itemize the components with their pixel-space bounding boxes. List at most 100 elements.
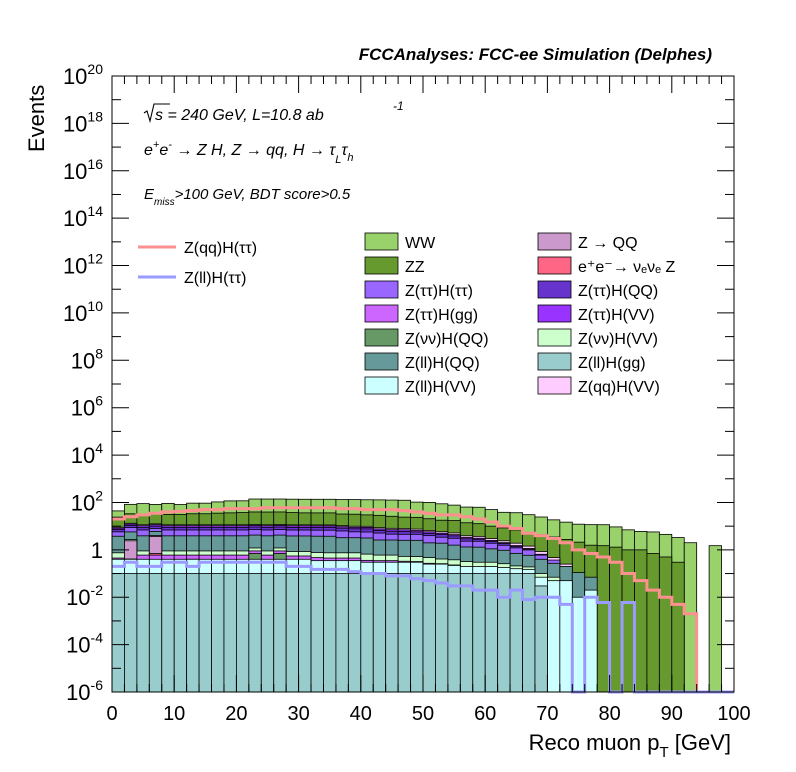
cut-annotation: Emiss>100 GeV, BDT score>0.5 — [144, 186, 351, 208]
legend-fill-label: Z(ττ)H(VV) — [578, 307, 655, 324]
y-tick-label: 10-4 — [66, 630, 103, 658]
bar-zz-43 — [646, 553, 660, 693]
process-sub2: h — [347, 152, 353, 164]
y-axis-label: Events — [24, 85, 49, 152]
legend-fill-swatch — [364, 376, 399, 395]
x-axis-label-main: Reco muon p — [529, 730, 660, 755]
bar-z-ll-h-gg--22 — [385, 573, 399, 693]
legend-fill-swatch — [537, 304, 572, 323]
x-tick-label: 100 — [717, 703, 750, 725]
y-tick-label: 1 — [91, 538, 103, 563]
bar-z-ll-h-gg--33 — [522, 573, 536, 693]
bar-z-ll-h-gg--8 — [211, 573, 225, 693]
bar-zz-41 — [621, 549, 635, 693]
process-annotation: e+e- → Z H, Z → qq, H → τLτh — [144, 139, 354, 166]
y-tick-label: 1010 — [63, 298, 103, 326]
legend-fill-swatch — [537, 280, 572, 299]
bar-z-ll-h-gg--19 — [347, 573, 362, 693]
legend-fill-label: Z(ττ)H(QQ) — [578, 283, 658, 300]
legend-fill-label: ZZ — [405, 259, 425, 276]
process-body: → Z H, Z → qq, H → τ — [172, 142, 336, 159]
line-z-qq-h- — [112, 506, 734, 694]
x-tick-label: 30 — [287, 703, 309, 725]
y-tick-label: 108 — [71, 345, 103, 373]
legend-line-label: Z(ll)H(ττ) — [184, 270, 246, 287]
sqrt-symbol — [143, 103, 170, 124]
bar-z-ll-h-gg--15 — [298, 573, 312, 693]
y-tick-label: 106 — [71, 393, 103, 421]
x-tick-label: 80 — [598, 703, 620, 725]
bar-z-ll-h-vv--36 — [559, 580, 573, 693]
legend-fill-swatch — [364, 232, 399, 251]
y-tick-label: 102 — [71, 487, 103, 515]
bar-z-ll-h-gg--13 — [273, 573, 287, 693]
x-axis-label-sub: T — [659, 744, 668, 761]
legend-fill-label: Z(ττ)H(gg) — [405, 307, 478, 324]
cut-sub: miss — [154, 197, 175, 208]
cut-body: >100 GeV, BDT score>0.5 — [175, 186, 351, 203]
legend-lines: Z(qq)H(ττ) Z(ll)H(ττ) — [138, 240, 257, 287]
y-tick-label: 1012 — [63, 251, 103, 279]
legend-fill-label: Z(νν)H(VV) — [578, 331, 658, 348]
bar-z-ll-h-gg--20 — [360, 573, 374, 693]
bar-z-ll-h-gg--27 — [447, 573, 461, 693]
legend-fill-label: WW — [405, 235, 436, 252]
bar-z-ll-h-gg--9 — [223, 573, 237, 693]
bar-z-ll-h-gg--23 — [397, 573, 411, 693]
legend-fill-label: Z → QQ — [578, 235, 638, 252]
x-tick-label: 50 — [412, 703, 434, 725]
bar-z-ll-h-gg--7 — [198, 573, 212, 693]
bar-z-ll-h-gg--12 — [260, 573, 275, 693]
legend-fill-label: Z(ll)H(VV) — [405, 379, 476, 396]
y-tick-label: 10-6 — [66, 677, 103, 705]
bar-zz-44 — [658, 556, 673, 693]
y-tick-label: 1018 — [63, 108, 103, 136]
process-e1: e — [144, 142, 153, 159]
bar-ww-46 — [683, 542, 698, 693]
y-tick-label: 1016 — [63, 156, 103, 184]
x-tick-label: 10 — [163, 703, 185, 725]
bar-zz-45 — [671, 561, 685, 693]
overlay-lines — [112, 506, 734, 694]
x-tick-label: 90 — [661, 703, 683, 725]
legend-fill-swatch — [364, 304, 399, 323]
x-tick-label: 60 — [474, 703, 496, 725]
legend-fill-swatch — [537, 328, 572, 347]
legend-fill-label: Z(νν)H(QQ) — [405, 331, 489, 348]
legend-fill-swatch — [537, 232, 572, 251]
legend-fill-swatch — [537, 352, 572, 371]
process-sup2: - — [168, 139, 172, 151]
bar-z-ll-h-gg--11 — [248, 573, 262, 693]
bar-z-ll-h-gg--10 — [235, 573, 250, 693]
x-tick-label: 70 — [536, 703, 558, 725]
legend-fill-label: Z(qq)H(VV) — [578, 379, 660, 396]
bar-z-ll-h-gg--0 — [111, 573, 125, 693]
bar-z-ll-h-gg--16 — [310, 573, 324, 693]
bar-z-ll-h-gg--1 — [124, 573, 138, 693]
line-z-ll-h- — [112, 560, 734, 694]
legend-fill-label: Z(ττ)H(ττ) — [405, 283, 473, 300]
cut-prefix: E — [144, 186, 155, 203]
x-axis-label: Reco muon pT [GeV] — [529, 730, 731, 761]
bar-z-ll-h-gg--25 — [422, 573, 436, 693]
bar-z-ll-h-gg--28 — [459, 573, 474, 693]
y-tick-label: 1014 — [63, 203, 103, 231]
bar-z-ll-h-vv--38 — [584, 589, 598, 693]
legend-fill-swatch — [537, 256, 572, 275]
process-e2: e — [159, 142, 168, 159]
bar-z-ll-h-gg--31 — [497, 573, 511, 693]
bar-z-ll-h-gg--21 — [372, 573, 387, 693]
x-tick-label: 40 — [350, 703, 372, 725]
bar-z-ll-h-gg--5 — [173, 573, 188, 693]
energy-exponent: -1 — [393, 99, 404, 113]
bar-z-ll-h-gg--6 — [186, 573, 200, 693]
bar-z-ll-h-gg--24 — [410, 573, 424, 693]
bar-z-ll-h-gg--18 — [335, 573, 349, 693]
y-tick-label: 1020 — [63, 61, 103, 89]
y-tick-label: 10-2 — [66, 582, 103, 610]
legend-fill-swatch — [364, 328, 399, 347]
legend-fill-label: e⁺e⁻→ νₑνₑ Z — [578, 259, 675, 276]
x-tick-label: 20 — [225, 703, 247, 725]
bar-z-ll-h-gg--26 — [435, 573, 449, 693]
